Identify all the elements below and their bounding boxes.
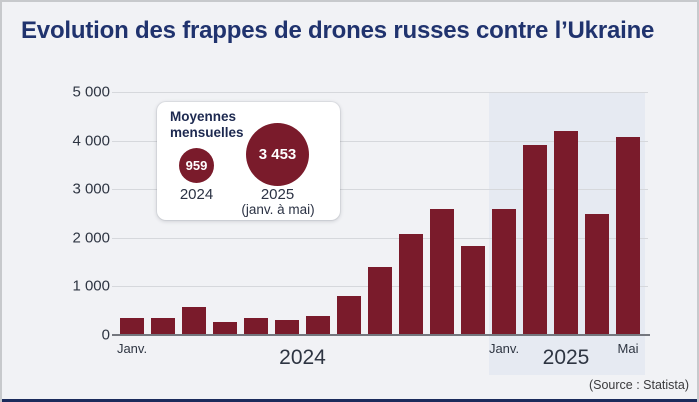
bottom-accent-strip bbox=[2, 399, 697, 402]
x-axis-label-3-2025: 2025 bbox=[542, 346, 590, 369]
gridline-4000 bbox=[112, 140, 648, 142]
legend-circle-2025: 3 453 bbox=[246, 123, 309, 186]
y-axis-label-0: 0 bbox=[101, 326, 110, 344]
gridline-5000 bbox=[112, 92, 648, 93]
bar-janv-2025 bbox=[492, 208, 516, 335]
bar-mai-2024 bbox=[244, 318, 268, 335]
bar-avr-2024 bbox=[213, 321, 237, 335]
bar-mars-2025 bbox=[554, 131, 578, 335]
legend-label-2024: 2024 bbox=[179, 186, 214, 203]
bar-oct-2024 bbox=[399, 234, 423, 335]
bar-d-c-2024 bbox=[461, 245, 485, 335]
bar-f-vr-2025 bbox=[523, 145, 547, 335]
bar-mai-2025 bbox=[616, 136, 640, 335]
y-axis-label-4000: 4 000 bbox=[72, 132, 110, 150]
bar-nov-2024 bbox=[430, 208, 454, 335]
gridline-2000 bbox=[112, 237, 648, 239]
chart-title: Evolution des frappes de drones russes c… bbox=[21, 17, 655, 44]
legend-label-2025: 2025 bbox=[260, 186, 295, 203]
y-axis-label-3000: 3 000 bbox=[72, 180, 110, 198]
x-axis-label-4-mai: Mai bbox=[617, 341, 639, 356]
bar-sept-2024 bbox=[368, 266, 392, 335]
legend-circle-2024: 959 bbox=[179, 148, 214, 183]
bar-ao-t-2024 bbox=[337, 296, 361, 335]
gridline-3000 bbox=[112, 189, 648, 191]
x-axis-line bbox=[112, 334, 650, 336]
legend-sublabel-2025: (janv. à mai) bbox=[241, 202, 315, 217]
bar-juil-2024 bbox=[306, 315, 330, 335]
x-axis-label-1-2024: 2024 bbox=[279, 346, 326, 369]
bar-avr-2025 bbox=[585, 214, 609, 335]
source-credit: (Source : Statista) bbox=[588, 378, 689, 392]
bar-janv-2024 bbox=[120, 317, 144, 335]
legend-value-2025: 3 453 bbox=[258, 146, 297, 163]
bar-f-vr-2024 bbox=[151, 317, 175, 335]
bar-mars-2024 bbox=[182, 306, 206, 335]
bar-juin-2024 bbox=[275, 319, 299, 335]
legend-title: Moyennes mensuelles bbox=[170, 109, 244, 140]
y-axis-label-5000: 5 000 bbox=[72, 83, 110, 101]
x-axis-label-0-janv: Janv. bbox=[116, 341, 148, 356]
legend-card: Moyennes mensuelles 959 3 453 2024 2025 … bbox=[157, 102, 340, 220]
y-axis-label-1000: 1 000 bbox=[72, 277, 110, 295]
y-axis-label-2000: 2 000 bbox=[72, 229, 110, 247]
x-axis-label-2-janv: Janv. bbox=[488, 341, 520, 356]
legend-value-2024: 959 bbox=[185, 158, 208, 173]
